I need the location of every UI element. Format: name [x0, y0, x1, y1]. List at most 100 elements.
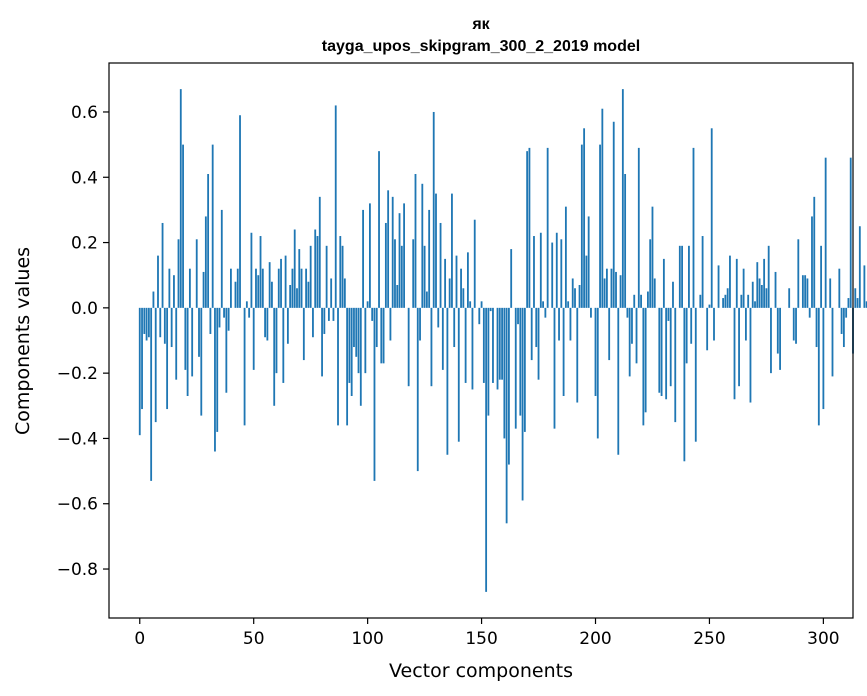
bar-241 [688, 245, 690, 308]
bar-239 [683, 307, 686, 462]
bar-114 [398, 213, 401, 308]
bar-4 [147, 307, 150, 338]
y-tick-label: 0.6 [71, 103, 98, 123]
bar-11 [163, 307, 166, 344]
bar-223 [647, 291, 649, 308]
bar-37 [223, 307, 225, 318]
bar-72 [302, 307, 305, 361]
bar-210 [617, 307, 620, 455]
bar-215 [628, 307, 631, 377]
bar-219 [637, 147, 640, 308]
bar-23 [191, 307, 194, 377]
bar-231 [665, 307, 668, 400]
bar-316 [858, 226, 861, 308]
bar-61 [277, 268, 280, 308]
bar-137 [451, 193, 453, 308]
bar-194 [580, 144, 583, 308]
bar-12 [166, 307, 169, 410]
bar-222 [644, 307, 647, 413]
bar-269 [751, 281, 754, 308]
bar-58 [271, 281, 273, 308]
bar-158 [498, 307, 501, 380]
bar-16 [175, 307, 178, 380]
bar-91 [346, 307, 349, 426]
bar-64 [284, 255, 287, 308]
bar-154 [489, 307, 492, 312]
bar-96 [357, 307, 360, 374]
bar-130 [435, 193, 437, 308]
bar-32 [211, 144, 214, 308]
bar-66 [289, 285, 292, 308]
bar-49 [250, 232, 253, 308]
bar-264 [740, 294, 743, 308]
bar-204 [603, 278, 606, 308]
bar-152 [485, 307, 488, 592]
bar-268 [749, 307, 752, 403]
bar-161 [505, 307, 508, 524]
bar-246 [699, 294, 702, 308]
bar-121 [414, 174, 417, 308]
bar-122 [416, 307, 419, 472]
bar-14 [170, 307, 173, 348]
bar-225 [651, 206, 654, 308]
x-tick-label: 50 [243, 629, 265, 649]
bar-54 [261, 268, 264, 308]
bar-259 [729, 255, 731, 308]
bar-100 [366, 301, 369, 308]
bar-213 [624, 174, 627, 308]
bar-200 [594, 307, 597, 396]
bar-22 [188, 268, 191, 308]
bar-92 [348, 307, 351, 383]
bar-151 [482, 307, 485, 383]
bar-56 [266, 307, 269, 341]
bar-243 [692, 147, 695, 308]
bar-312 [849, 157, 852, 308]
bar-109 [387, 190, 390, 308]
bar-186 [562, 307, 565, 396]
bar-175 [537, 307, 540, 380]
bar-40 [230, 268, 232, 308]
bar-76 [312, 307, 314, 338]
bar-51 [255, 268, 257, 308]
x-tick-label: 250 [693, 629, 725, 649]
bar-74 [307, 281, 310, 308]
bar-53 [259, 236, 262, 308]
bar-128 [430, 307, 433, 387]
bar-212 [621, 89, 624, 308]
bar-229 [660, 307, 663, 396]
bar-244 [694, 307, 697, 442]
bar-143 [464, 307, 467, 383]
bar-270 [754, 301, 756, 308]
bar-209 [615, 271, 617, 308]
bar-277 [770, 307, 772, 374]
bar-234 [672, 281, 674, 308]
y-axis-label: Components values [12, 247, 34, 435]
bar-173 [533, 236, 535, 308]
bar-124 [421, 183, 424, 308]
bar-80 [321, 307, 323, 377]
bar-157 [496, 307, 499, 390]
bar-314 [854, 288, 857, 308]
x-axis-ticks: 0 50 100 150 200 250 300 [134, 618, 840, 649]
bar-63 [282, 307, 285, 383]
bar-265 [742, 268, 745, 308]
bar-235 [674, 307, 677, 423]
bar-132 [439, 222, 442, 308]
bar-78 [316, 236, 319, 308]
bar-181 [551, 242, 554, 308]
bar-10 [161, 222, 164, 308]
bar-310 [845, 307, 848, 318]
bar-193 [578, 285, 581, 308]
bar-42 [234, 281, 237, 308]
bar-266 [744, 307, 747, 341]
bar-196 [585, 255, 588, 308]
bar-207 [610, 268, 613, 308]
bar-149 [478, 307, 481, 325]
bar-237 [678, 245, 681, 308]
bar-1 [141, 307, 143, 410]
bar-216 [631, 307, 633, 344]
bar-126 [425, 291, 428, 308]
y-tick-label: −0.2 [57, 364, 98, 384]
bar-192 [576, 307, 579, 403]
bar-129 [432, 111, 435, 308]
